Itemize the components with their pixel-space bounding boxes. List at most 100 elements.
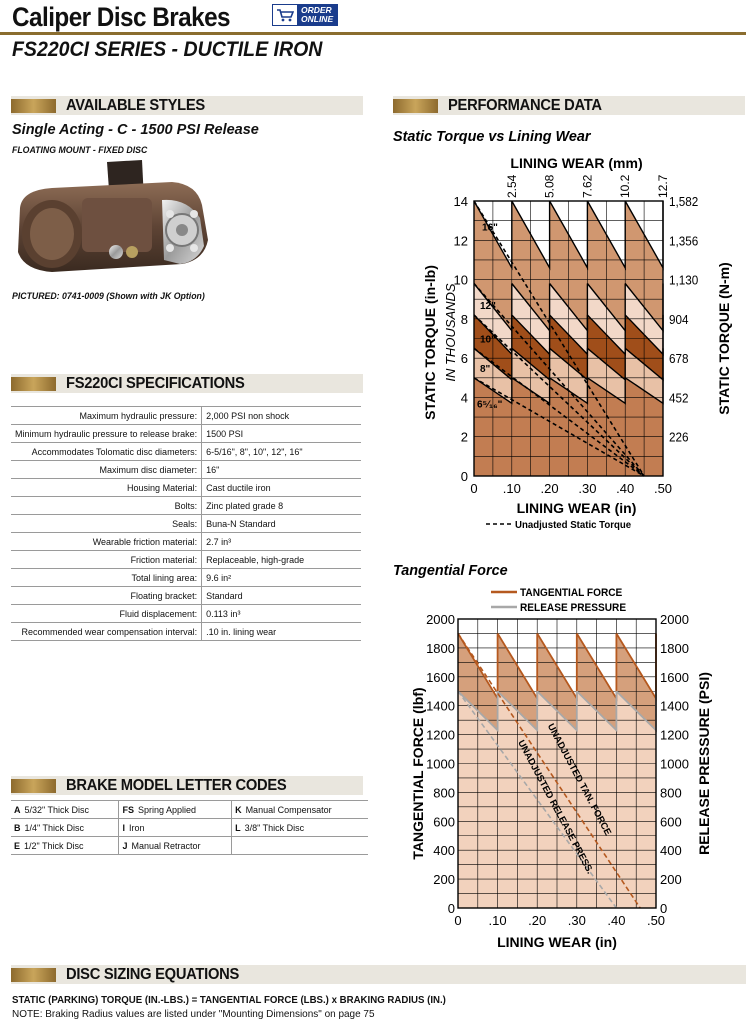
legend-label-pressure: RELEASE PRESSURE <box>520 602 626 614</box>
spec-value: 0.113 in³ <box>201 604 361 623</box>
code-cell: L 3/8" Thick Disc <box>231 818 368 837</box>
code-letter: B <box>14 822 21 833</box>
page-title: Caliper Disc Brakes <box>12 2 231 32</box>
x-tick-label: .50 <box>647 913 665 928</box>
torque-line-4 <box>473 377 664 405</box>
section-swatch <box>11 968 56 982</box>
spec-row: Housing Material: Cast ductile iron <box>11 478 361 497</box>
section-swatch <box>11 377 56 391</box>
section-swatch <box>11 779 56 793</box>
spec-value: 6-5/16", 8", 10", 12", 16" <box>201 442 361 461</box>
spec-value: 9.6 in² <box>201 568 361 587</box>
unadjusted-line-1 <box>473 282 645 477</box>
code-cell <box>231 836 368 855</box>
x-axis-label: LINING WEAR (in) <box>497 934 617 950</box>
y-tick-label: 14 <box>454 194 468 209</box>
y-tick-label: 4 <box>461 390 468 405</box>
section-swatch <box>11 99 56 113</box>
x-axis-label: LINING WEAR (in) <box>517 500 637 516</box>
spec-value: Standard <box>201 586 361 605</box>
y2-tick-label: 452 <box>669 391 689 406</box>
disc-size-label: 6⁵⁄₁₆" <box>477 399 503 410</box>
x-tick-label: .10 <box>489 913 507 928</box>
x-tick-label: .20 <box>528 913 546 928</box>
y-axis-sublabel: IN THOUSANDS <box>443 283 458 382</box>
y2-tick-label: 1,130 <box>669 273 698 288</box>
code-description: 3/8" Thick Disc <box>244 822 305 833</box>
x-tick-label: 0 <box>454 913 461 928</box>
y2-tick-label: 1000 <box>660 757 689 772</box>
x-tick-label: .50 <box>654 481 672 496</box>
x-tick-label: .40 <box>607 913 625 928</box>
spec-value: Buna-N Standard <box>201 514 361 533</box>
y2-tick-label: 1,582 <box>669 194 698 209</box>
y-axis-label: STATIC TORQUE (in-lb) <box>422 265 438 420</box>
spec-value: 2,000 PSI non shock <box>201 406 361 425</box>
code-cell: FS Spring Applied <box>118 800 233 819</box>
code-letter: I <box>122 822 125 833</box>
y2-tick-label: 800 <box>660 785 682 800</box>
style-subtitle: Single Acting - C - 1500 PSI Release <box>12 122 259 138</box>
unadjusted-pressure-line <box>457 690 618 909</box>
code-letter: L <box>235 822 241 833</box>
y-tick-label: 0 <box>461 469 468 484</box>
title-divider <box>0 32 746 35</box>
disc-size-label: 10" <box>480 334 496 345</box>
y2-axis-label: RELEASE PRESSURE (PSI) <box>696 672 712 855</box>
spec-row: Friction material: Replaceable, high-grad… <box>11 550 361 569</box>
disc-sizing-heading: DISC SIZING EQUATIONS <box>11 965 746 984</box>
x-tick-label: .30 <box>578 481 596 496</box>
series-title: FS220CI SERIES - DUCTILE IRON <box>12 38 323 61</box>
shopping-cart-icon <box>273 5 297 25</box>
x-tick-label: .30 <box>568 913 586 928</box>
y-tick-label: 8 <box>461 312 468 327</box>
specifications-table: Maximum hydraulic pressure: 2,000 PSI non… <box>11 406 361 641</box>
spec-value: Cast ductile iron <box>201 478 361 497</box>
x2-axis-label: LINING WEAR (mm) <box>510 155 642 171</box>
spec-row: Minimum hydraulic pressure to release br… <box>11 424 361 443</box>
x2-tick-label: 10.2 <box>618 174 632 198</box>
y2-tick-label: 1400 <box>660 699 689 714</box>
section-heading-label: FS220CI SPECIFICATIONS <box>66 375 245 392</box>
y-tick-label: 1200 <box>426 728 455 743</box>
spec-value: 1500 PSI <box>201 424 361 443</box>
spec-label: Recommended wear compensation interval: <box>11 622 203 641</box>
static-torque-equation: STATIC (PARKING) TORQUE (IN.-LBS.) = TAN… <box>12 994 446 1006</box>
code-cell: A 5/32" Thick Disc <box>11 800 120 819</box>
y2-tick-label: 2000 <box>660 612 689 627</box>
x-tick-label: .40 <box>616 481 634 496</box>
section-heading-label: DISC SIZING EQUATIONS <box>66 966 240 983</box>
unadjusted-force-line <box>457 633 641 909</box>
section-heading-label: AVAILABLE STYLES <box>66 97 205 114</box>
spec-row: Maximum disc diameter: 16" <box>11 460 361 479</box>
code-letter: FS <box>122 804 134 815</box>
order-line-2: ONLINE <box>301 14 334 24</box>
section-heading-label: BRAKE MODEL LETTER CODES <box>66 777 287 794</box>
y-tick-label: 6 <box>461 351 468 366</box>
spec-label: Maximum hydraulic pressure: <box>11 406 203 425</box>
y-tick-label: 0 <box>448 901 455 916</box>
x-tick-label: .10 <box>503 481 521 496</box>
y2-tick-label: 400 <box>660 843 682 858</box>
code-description: 1/4" Thick Disc <box>24 822 85 833</box>
y2-tick-label: 904 <box>669 312 689 327</box>
release-pressure-line <box>457 690 657 733</box>
y2-axis-label: STATIC TORQUE (N-m) <box>716 262 732 414</box>
x2-tick-label: 2.54 <box>505 174 519 198</box>
code-letter: A <box>14 804 21 815</box>
order-online-label: ORDER ONLINE <box>297 5 338 25</box>
available-styles-heading: AVAILABLE STYLES <box>11 96 363 115</box>
y-tick-label: 10 <box>454 273 468 288</box>
y2-tick-label: 200 <box>660 872 682 887</box>
code-description: Manual Compensator <box>245 804 332 815</box>
chart-title: Tangential Force <box>393 563 508 579</box>
spec-value: 2.7 in³ <box>201 532 361 551</box>
unadjusted-line-0 <box>473 200 645 477</box>
y-tick-label: 200 <box>433 872 455 887</box>
order-online-button[interactable]: ORDER ONLINE <box>272 4 339 26</box>
code-row: B 1/4" Thick Disc I Iron L 3/8" Thick Disc <box>11 818 368 837</box>
x-tick-label: 0 <box>470 481 477 496</box>
static-torque-chart: Static Torque vs Lining Wear 16" 12" 10" 8" 6… <box>393 129 732 531</box>
unadjusted-line-4 <box>473 377 645 477</box>
